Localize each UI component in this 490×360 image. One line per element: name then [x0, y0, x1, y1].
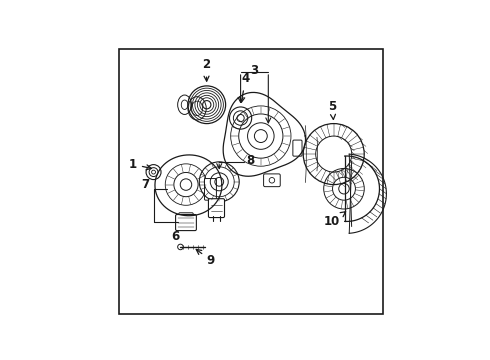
- Text: 9: 9: [196, 249, 215, 267]
- Text: 7: 7: [141, 178, 149, 191]
- Text: 4: 4: [240, 72, 250, 102]
- Text: 2: 2: [202, 58, 210, 81]
- Text: 1: 1: [129, 158, 151, 171]
- FancyBboxPatch shape: [175, 215, 196, 231]
- Text: 3: 3: [251, 64, 259, 77]
- FancyBboxPatch shape: [179, 213, 193, 223]
- Text: 10: 10: [323, 212, 345, 229]
- FancyBboxPatch shape: [208, 199, 224, 217]
- FancyBboxPatch shape: [293, 140, 302, 156]
- FancyBboxPatch shape: [264, 174, 280, 186]
- FancyBboxPatch shape: [204, 179, 217, 200]
- Text: 6: 6: [172, 230, 180, 243]
- Text: 8: 8: [246, 154, 255, 167]
- Text: 5: 5: [328, 100, 337, 120]
